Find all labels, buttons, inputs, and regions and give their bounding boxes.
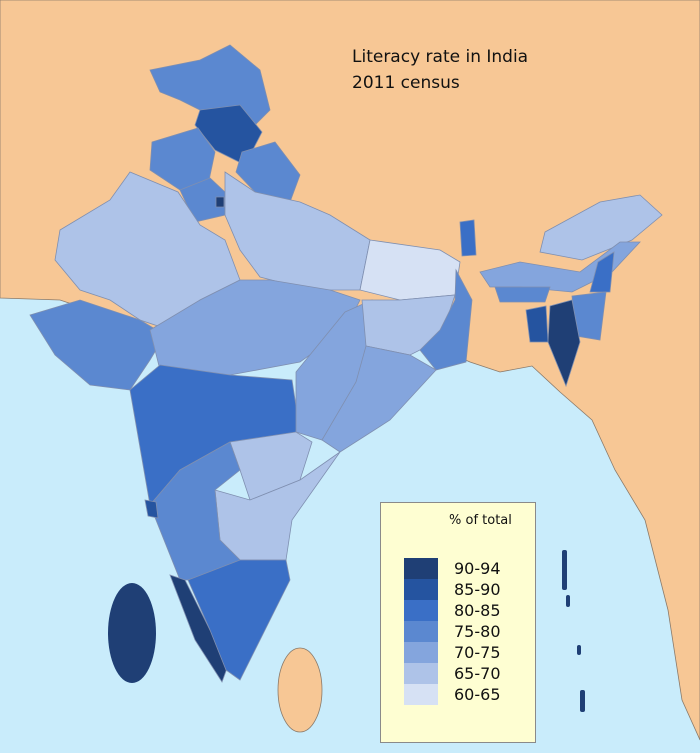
state-karnataka <box>149 441 241 581</box>
legend-swatch <box>404 600 438 621</box>
legend-item: 90-94 <box>404 558 534 579</box>
legend-swatch <box>404 642 438 663</box>
state-meghalaya <box>494 286 551 303</box>
legend-item: 70-75 <box>404 642 534 663</box>
legend-label: 75-80 <box>454 622 501 641</box>
state-sikkim <box>459 219 477 257</box>
legend-swatch <box>404 663 438 684</box>
legend-label: 80-85 <box>454 601 501 620</box>
legend-item: 85-90 <box>404 579 534 600</box>
state-odisha <box>321 345 437 453</box>
legend-swatch <box>404 621 438 642</box>
state-nagaland <box>589 251 615 293</box>
state-west-bengal <box>419 268 473 371</box>
legend-label: 60-65 <box>454 685 501 704</box>
state-tamil-nadu <box>187 559 291 681</box>
legend-item: 60-65 <box>404 684 534 705</box>
legend-label: 65-70 <box>454 664 501 683</box>
legend-swatch <box>404 558 438 579</box>
state-gujarat <box>29 299 166 391</box>
andaman-nicobar-islands <box>562 550 585 712</box>
state-delhi <box>215 196 225 208</box>
legend-swatch <box>404 579 438 600</box>
legend-label: 70-75 <box>454 643 501 662</box>
legend-item: 65-70 <box>404 663 534 684</box>
lakshadweep <box>108 583 156 683</box>
state-goa <box>144 499 159 519</box>
state-mizoram <box>547 299 581 388</box>
state-arunachal-pradesh <box>539 194 663 261</box>
legend-label: 90-94 <box>454 559 501 578</box>
legend-title: % of total <box>449 513 512 528</box>
legend-item: 75-80 <box>404 621 534 642</box>
map-subtitle: 2011 census <box>352 73 460 93</box>
sri-lanka <box>277 647 323 733</box>
legend-label: 85-90 <box>454 580 501 599</box>
map-title: Literacy rate in India <box>352 47 529 67</box>
legend-item: 80-85 <box>404 600 534 621</box>
state-tripura <box>525 305 549 343</box>
legend: % of total 90-94 85-90 80-85 75-80 70-75 65-7… <box>380 502 536 743</box>
legend-swatch <box>404 684 438 705</box>
